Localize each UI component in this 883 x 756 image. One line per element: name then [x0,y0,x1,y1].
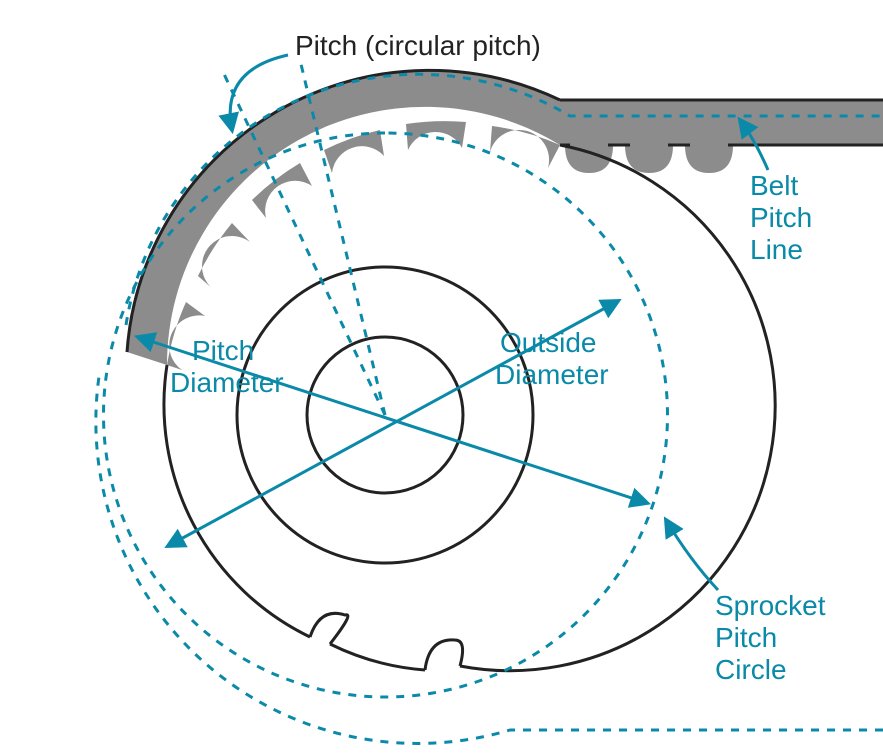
sprocket-pitch-leader [666,520,718,590]
belt-teeth-straight [565,145,733,173]
sprocket-pitch-circle-label: Sprocket Pitch Circle [715,590,833,685]
pitch-diameter-label: Pitch Diameter [170,335,284,398]
sprocket [164,145,775,671]
sprocket-outside-diameter [164,145,775,671]
belt-pitch-line-label: Belt Pitch Line [750,170,820,265]
outside-diameter-label: Outside Diameter [495,327,609,390]
belt-wrap [127,70,560,365]
sprocket-pitch-diagram: Pitch (circular pitch) Belt Pitch Line P… [0,0,883,756]
belt-straight [560,100,883,145]
pitch-title-label: Pitch (circular pitch) [295,30,541,61]
